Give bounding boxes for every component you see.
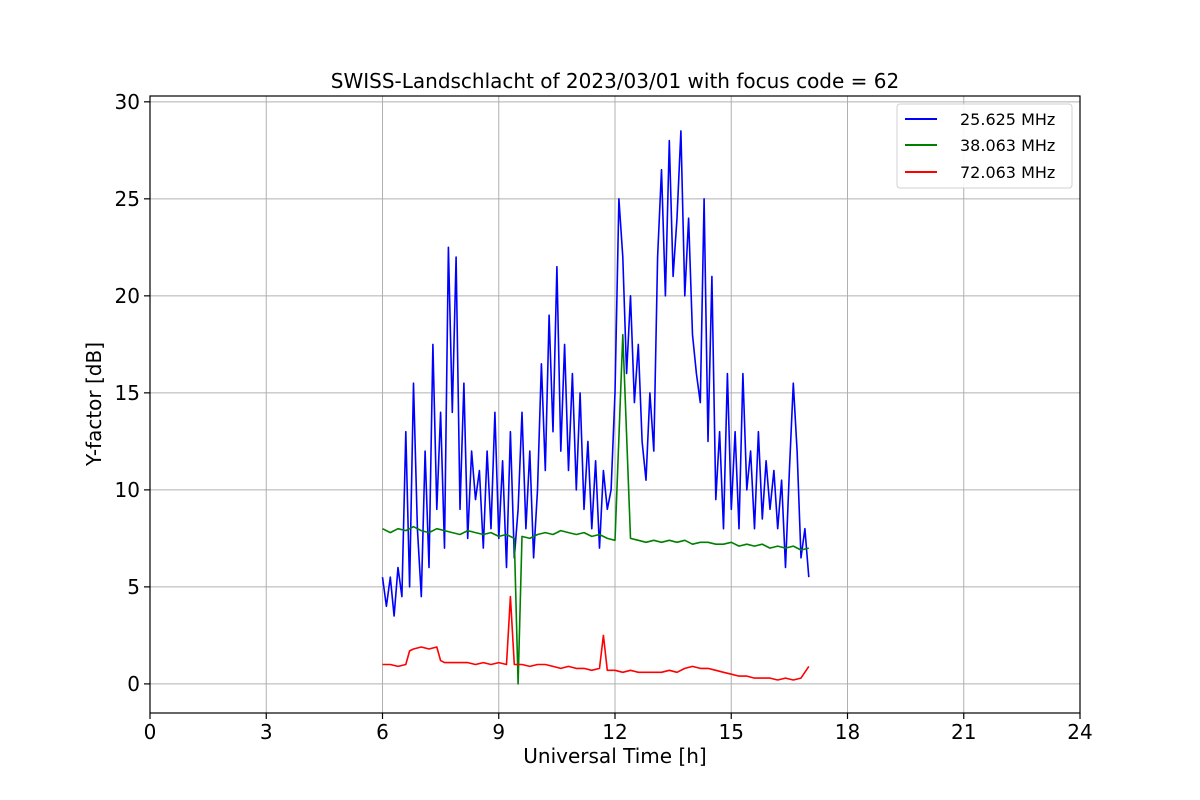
legend: 25.625 MHz 38.063 MHz 72.063 MHz	[896, 103, 1073, 189]
series-layer	[381, 130, 810, 685]
series-25mhz-line	[381, 130, 810, 617]
x-axis-label: Universal Time [h]	[523, 744, 706, 768]
series-38mhz-line	[382, 333, 809, 685]
legend-frame	[896, 103, 1073, 189]
x-tick-label: 24	[1067, 720, 1092, 744]
series-72mhz-line	[382, 595, 810, 681]
chart-title: SWISS-Landschlacht of 2023/03/01 with fo…	[331, 69, 899, 93]
x-tick-label: 18	[835, 720, 860, 744]
x-tick-label: 3	[260, 720, 273, 744]
x-tick-label: 0	[144, 720, 157, 744]
x-tick-label: 9	[492, 720, 505, 744]
y-tick-label: 15	[115, 381, 140, 405]
y-axis-label: Y-factor [dB]	[82, 342, 106, 467]
x-tick-label: 12	[602, 720, 627, 744]
x-tick-label: 21	[951, 720, 976, 744]
x-tick-label: 6	[376, 720, 389, 744]
y-tick-label: 5	[127, 575, 140, 599]
y-tick-label: 20	[115, 284, 140, 308]
legend-label-25mhz: 25.625 MHz	[960, 110, 1055, 129]
axis-ticks: 0 3 6 9 12 15 18 21 24 0 5 10 15 20 25 30	[115, 90, 1093, 744]
y-tick-label: 25	[115, 187, 140, 211]
legend-label-38mhz: 38.063 MHz	[960, 136, 1055, 155]
y-tick-label: 30	[115, 90, 140, 114]
y-tick-label: 0	[127, 672, 140, 696]
legend-label-72mhz: 72.063 MHz	[960, 163, 1055, 182]
y-tick-label: 10	[115, 478, 140, 502]
x-tick-label: 15	[719, 720, 744, 744]
